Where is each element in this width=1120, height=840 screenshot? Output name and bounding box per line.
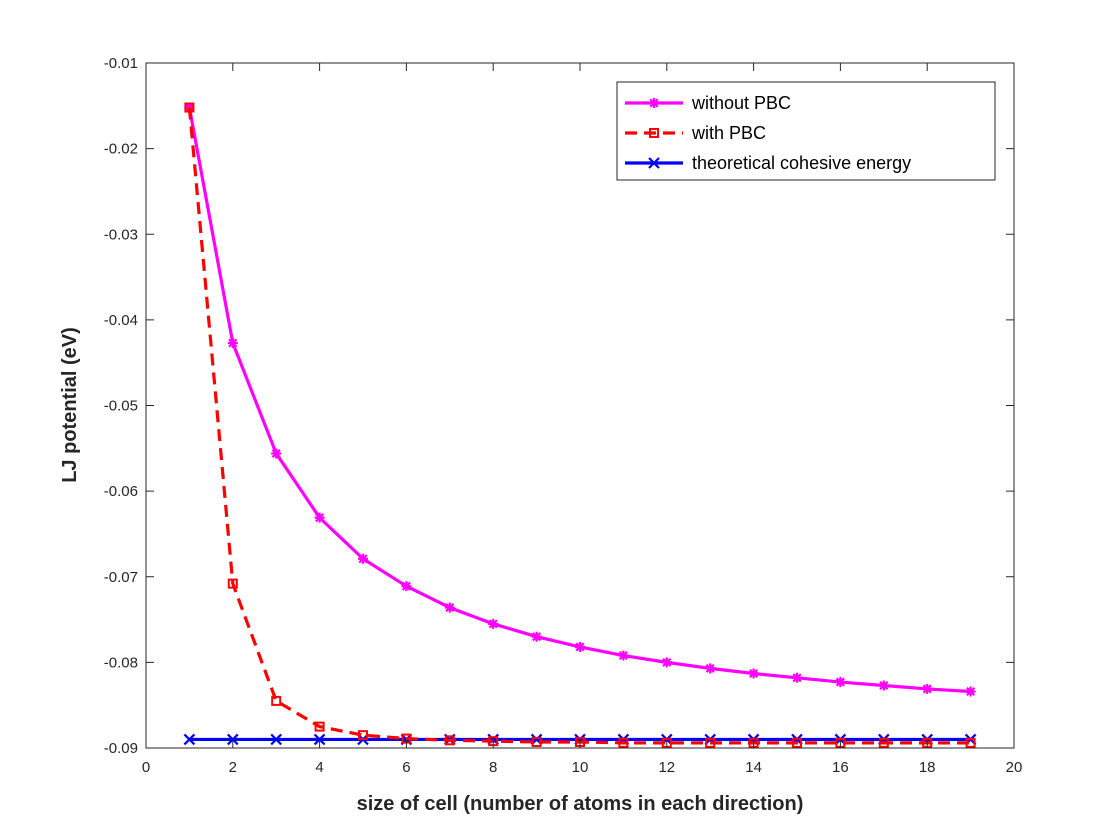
legend-label: theoretical cohesive energy (692, 153, 911, 173)
series-without-pbc (184, 102, 976, 697)
data-point (271, 448, 282, 459)
data-point (401, 581, 412, 592)
legend-entry: theoretical cohesive energy (625, 153, 911, 173)
y-tick-label: -0.03 (104, 226, 138, 243)
legend-entry: with PBC (625, 123, 766, 143)
data-point (878, 737, 889, 748)
data-point (358, 553, 368, 564)
x-tick-label: 8 (489, 759, 497, 776)
data-point (618, 650, 629, 661)
data-point (705, 737, 716, 748)
data-point (488, 618, 499, 629)
data-point (314, 721, 325, 732)
data-point (965, 686, 976, 697)
y-tick-label: -0.02 (104, 141, 138, 158)
x-tick-label: 4 (315, 759, 323, 776)
data-point (227, 733, 239, 746)
x-tick-label: 10 (572, 759, 589, 776)
legend-label: without PBC (691, 93, 791, 113)
x-tick-label: 16 (832, 759, 849, 776)
data-point (792, 672, 802, 683)
legend-marker (649, 128, 659, 138)
legend: without PBC with PBC theoretical cohesive … (616, 81, 996, 181)
legend-marker (649, 98, 659, 108)
y-axis-label: LJ potential (eV) (59, 327, 81, 483)
data-point (748, 668, 759, 679)
data-point (271, 695, 282, 706)
y-tick-label: -0.07 (104, 569, 138, 586)
data-point (618, 737, 629, 748)
y-tick-label: -0.06 (104, 483, 138, 500)
y-tick-label: -0.01 (104, 55, 138, 72)
x-tick-label: 18 (919, 759, 936, 776)
data-point (270, 733, 282, 746)
x-tick-label: 20 (1006, 759, 1023, 776)
y-tick-label: -0.04 (104, 312, 138, 329)
data-point (444, 735, 455, 746)
y-tick-label: -0.08 (104, 654, 138, 671)
data-point (227, 337, 238, 348)
x-tick-label: 6 (402, 759, 410, 776)
legend-marker (648, 157, 660, 169)
data-point (314, 512, 325, 523)
x-axis-label: size of cell (number of atoms in each di… (357, 793, 804, 815)
x-tick-label: 0 (142, 759, 150, 776)
data-point (922, 683, 933, 694)
data-point (661, 657, 672, 668)
data-point (227, 578, 238, 589)
data-point (792, 737, 802, 748)
legend-label: with PBC (691, 123, 766, 143)
data-point (444, 602, 455, 613)
data-point (531, 737, 542, 748)
y-tick-label: -0.05 (104, 398, 138, 415)
data-point (575, 641, 585, 652)
data-point (705, 663, 716, 674)
x-tick-label: 12 (658, 759, 675, 776)
data-point (358, 730, 368, 741)
data-point (184, 102, 195, 113)
data-point (183, 733, 196, 746)
data-point (313, 733, 326, 746)
legend-entry: without PBC (625, 93, 791, 113)
x-tick-label: 14 (745, 759, 762, 776)
data-point (184, 102, 195, 113)
data-point (835, 677, 846, 688)
x-tick-label: 2 (229, 759, 237, 776)
data-point (531, 631, 542, 642)
data-point (965, 737, 976, 748)
axes: 0 2 4 6 8 10 12 14 16 18 20 -0.09 -0.08 -0.07 -0.06 -0.… (104, 55, 1023, 776)
y-tick-label: -0.09 (104, 740, 138, 757)
data-point (878, 680, 889, 691)
